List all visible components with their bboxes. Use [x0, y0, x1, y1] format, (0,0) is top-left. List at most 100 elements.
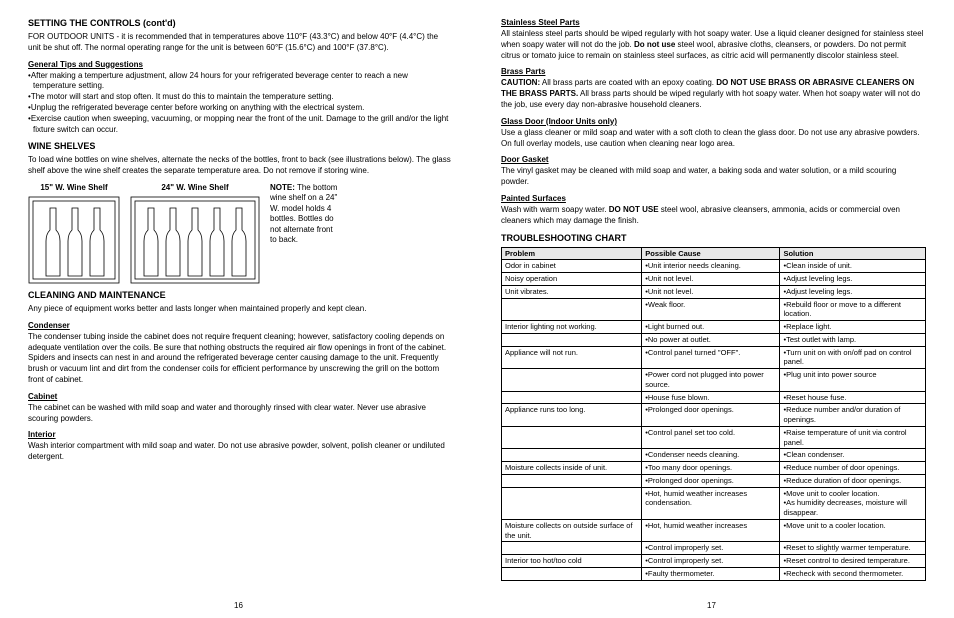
cabinet-heading: Cabinet: [28, 392, 453, 401]
th-problem: Problem: [502, 247, 642, 260]
table-cell: •Move unit to cooler location. •As humid…: [780, 487, 926, 519]
painted-bold: DO NOT USE: [609, 205, 659, 214]
outdoor-units-para: FOR OUTDOOR UNITS - it is recommended th…: [28, 32, 453, 54]
table-row: •Weak floor.•Rebuild floor or move to a …: [502, 298, 926, 321]
table-cell: •Control improperly set.: [642, 542, 780, 555]
tips-list: After making a temperture adjustment, al…: [28, 71, 453, 136]
table-cell: •House fuse blown.: [642, 391, 780, 404]
page-number-right: 17: [501, 601, 922, 610]
table-cell: •Test outlet with lamp.: [780, 333, 926, 346]
cabinet-para: The cabinet can be washed with mild soap…: [28, 403, 453, 425]
shelf-15-block: 15" W. Wine Shelf: [28, 183, 120, 284]
table-cell: [502, 567, 642, 580]
table-row: •Control panel set too cold.•Raise tempe…: [502, 426, 926, 449]
table-cell: Unit vibrates.: [502, 285, 642, 298]
table-cell: •Hot, humid weather increases: [642, 519, 780, 542]
table-row: •House fuse blown.•Reset house fuse.: [502, 391, 926, 404]
ss-bold: Do not use: [634, 40, 675, 49]
table-cell: [502, 542, 642, 555]
table-cell: •Move unit to a cooler location.: [780, 519, 926, 542]
table-cell: •Unit interior needs cleaning.: [642, 260, 780, 273]
tip-item: The motor will start and stop often. It …: [28, 92, 453, 103]
shelf-15-caption: 15" W. Wine Shelf: [28, 183, 120, 192]
table-cell: Odor in cabinet: [502, 260, 642, 273]
brass-para: CAUTION: All brass parts are coated with…: [501, 78, 926, 110]
table-cell: Moisture collects on outside surface of …: [502, 519, 642, 542]
table-cell: •Reset to slightly warmer temperature.: [780, 542, 926, 555]
table-cell: •Reduce duration of door openings.: [780, 474, 926, 487]
condenser-heading: Condenser: [28, 321, 453, 330]
shelf-24-caption: 24" W. Wine Shelf: [130, 183, 260, 192]
table-row: •Hot, humid weather increases condensati…: [502, 487, 926, 519]
table-cell: •Faulty thermometer.: [642, 567, 780, 580]
right-page: Stainless Steel Parts All stainless stee…: [477, 0, 954, 618]
table-cell: •Turn unit on with on/off pad on control…: [780, 346, 926, 369]
table-cell: [502, 369, 642, 392]
page-number-left: 16: [28, 601, 449, 610]
table-cell: •Weak floor.: [642, 298, 780, 321]
heading-wine-shelves: WINE SHELVES: [28, 141, 453, 151]
shelf-illustrations: 15" W. Wine Shelf 24" W. Wine Shelf: [28, 183, 453, 284]
table-row: Noisy operation•Unit not level.•Adjust l…: [502, 273, 926, 286]
heading-setting-controls: SETTING THE CONTROLS (cont'd): [28, 18, 453, 28]
table-row: Interior lighting not working.•Light bur…: [502, 321, 926, 334]
stainless-heading: Stainless Steel Parts: [501, 18, 926, 27]
shelf-note-bold: NOTE:: [270, 183, 295, 192]
stainless-para: All stainless steel parts should be wipe…: [501, 29, 926, 61]
table-row: Odor in cabinet•Unit interior needs clea…: [502, 260, 926, 273]
painted-para: Wash with warm soapy water. DO NOT USE s…: [501, 205, 926, 227]
table-cell: Appliance runs too long.: [502, 404, 642, 427]
gasket-heading: Door Gasket: [501, 155, 926, 164]
gasket-para: The vinyl gasket may be cleaned with mil…: [501, 166, 926, 188]
table-cell: •Control panel turned "OFF".: [642, 346, 780, 369]
glass-para: Use a glass cleaner or mild soap and wat…: [501, 128, 926, 150]
table-row: •Condenser needs cleaning.•Clean condens…: [502, 449, 926, 462]
table-cell: [502, 474, 642, 487]
table-cell: •Reduce number of door openings.: [780, 462, 926, 475]
table-cell: •Adjust leveling legs.: [780, 273, 926, 286]
table-cell: •Reset control to desired temperature.: [780, 555, 926, 568]
table-cell: [502, 391, 642, 404]
page-spread: SETTING THE CONTROLS (cont'd) FOR OUTDOO…: [0, 0, 954, 618]
table-cell: Interior too hot/too cold: [502, 555, 642, 568]
brass-heading: Brass Parts: [501, 67, 926, 76]
brass-caution: CAUTION:: [501, 78, 540, 87]
table-cell: Noisy operation: [502, 273, 642, 286]
painted-text-1: Wash with warm soapy water.: [501, 205, 609, 214]
table-cell: [502, 487, 642, 519]
painted-heading: Painted Surfaces: [501, 194, 926, 203]
table-row: Appliance runs too long.•Prolonged door …: [502, 404, 926, 427]
table-cell: •Reduce number and/or duration of openin…: [780, 404, 926, 427]
table-cell: Interior lighting not working.: [502, 321, 642, 334]
table-cell: •Unit not level.: [642, 285, 780, 298]
condenser-para: The condenser tubing inside the cabinet …: [28, 332, 453, 386]
troubleshooting-table: Problem Possible Cause Solution Odor in …: [501, 247, 926, 581]
table-cell: •Plug unit into power source: [780, 369, 926, 392]
troubleshooting-heading: TROUBLESHOOTING CHART: [501, 233, 926, 243]
table-cell: •Recheck with second thermometer.: [780, 567, 926, 580]
table-cell: •Unit not level.: [642, 273, 780, 286]
table-cell: •Clean inside of unit.: [780, 260, 926, 273]
interior-heading: Interior: [28, 430, 453, 439]
table-cell: •Clean condenser.: [780, 449, 926, 462]
shelf-note-text: The bottom wine shelf on a 24" W. model …: [270, 183, 337, 244]
glass-heading: Glass Door (Indoor Units only): [501, 117, 926, 126]
table-row: Appliance will not run.•Control panel tu…: [502, 346, 926, 369]
table-cell: Appliance will not run.: [502, 346, 642, 369]
table-cell: •Reset house fuse.: [780, 391, 926, 404]
table-cell: •Replace light.: [780, 321, 926, 334]
table-row: •Faulty thermometer.•Recheck with second…: [502, 567, 926, 580]
tip-item: Unplug the refrigerated beverage center …: [28, 103, 453, 114]
table-row: Moisture collects on outside surface of …: [502, 519, 926, 542]
table-cell: •Light burned out.: [642, 321, 780, 334]
wine-shelf-15-icon: [28, 196, 120, 284]
table-cell: •Condenser needs cleaning.: [642, 449, 780, 462]
table-cell: •Prolonged door openings.: [642, 474, 780, 487]
table-cell: •Prolonged door openings.: [642, 404, 780, 427]
table-cell: •No power at outlet.: [642, 333, 780, 346]
table-row: Unit vibrates.•Unit not level.•Adjust le…: [502, 285, 926, 298]
interior-para: Wash interior compartment with mild soap…: [28, 441, 453, 463]
table-cell: •Hot, humid weather increases condensati…: [642, 487, 780, 519]
table-cell: •Rebuild floor or move to a different lo…: [780, 298, 926, 321]
tip-item: After making a temperture adjustment, al…: [28, 71, 453, 93]
